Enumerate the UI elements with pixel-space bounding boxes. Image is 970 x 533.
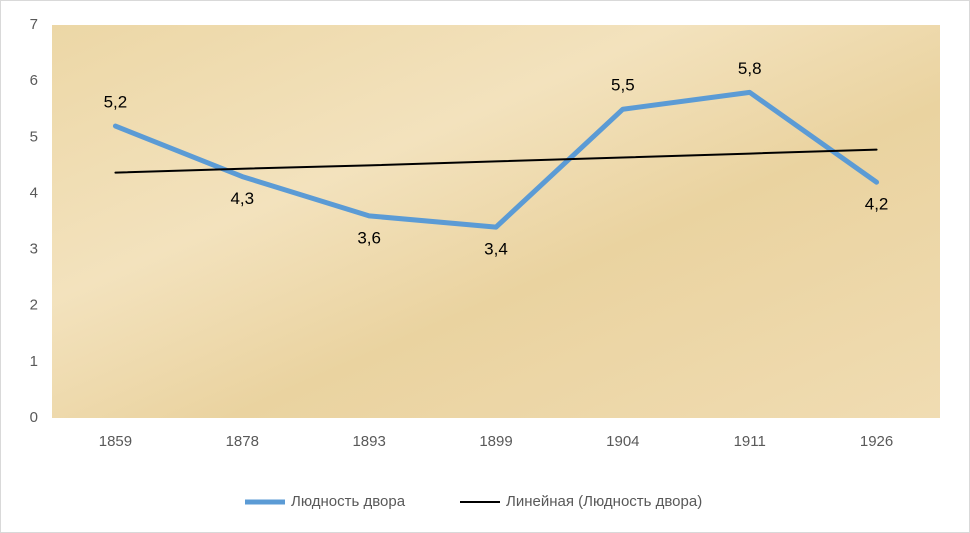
y-tick-label: 7 bbox=[30, 16, 38, 33]
legend-label: Линейная (Людность двора) bbox=[506, 493, 702, 510]
y-tick-label: 5 bbox=[30, 128, 38, 145]
y-tick-label: 0 bbox=[30, 409, 38, 426]
trend-line bbox=[114, 148, 878, 174]
x-tick-label: 1904 bbox=[606, 433, 639, 450]
data-label: 3,4 bbox=[484, 240, 508, 259]
data-label: 5,2 bbox=[104, 93, 128, 112]
y-tick-label: 6 bbox=[30, 72, 38, 89]
data-label: 5,5 bbox=[611, 76, 635, 95]
data-line bbox=[112, 89, 880, 230]
y-tick-label: 2 bbox=[30, 297, 38, 314]
x-tick-label: 1899 bbox=[479, 433, 512, 450]
y-tick-label: 1 bbox=[30, 353, 38, 370]
plot-area bbox=[52, 25, 940, 418]
y-tick-label: 3 bbox=[30, 241, 38, 258]
x-tick-label: 1893 bbox=[352, 433, 385, 450]
y-tick-label: 4 bbox=[30, 184, 38, 201]
x-tick-label: 1911 bbox=[734, 433, 766, 450]
x-tick-label: 1859 bbox=[99, 433, 132, 450]
x-tick-label: 1926 bbox=[860, 433, 893, 450]
legend-label: Людность двора bbox=[291, 493, 406, 510]
data-label: 4,3 bbox=[230, 189, 254, 208]
data-label: 3,6 bbox=[357, 228, 381, 247]
x-tick-label: 1878 bbox=[226, 433, 259, 450]
data-label: 4,2 bbox=[865, 195, 889, 214]
data-label: 5,8 bbox=[738, 59, 762, 78]
